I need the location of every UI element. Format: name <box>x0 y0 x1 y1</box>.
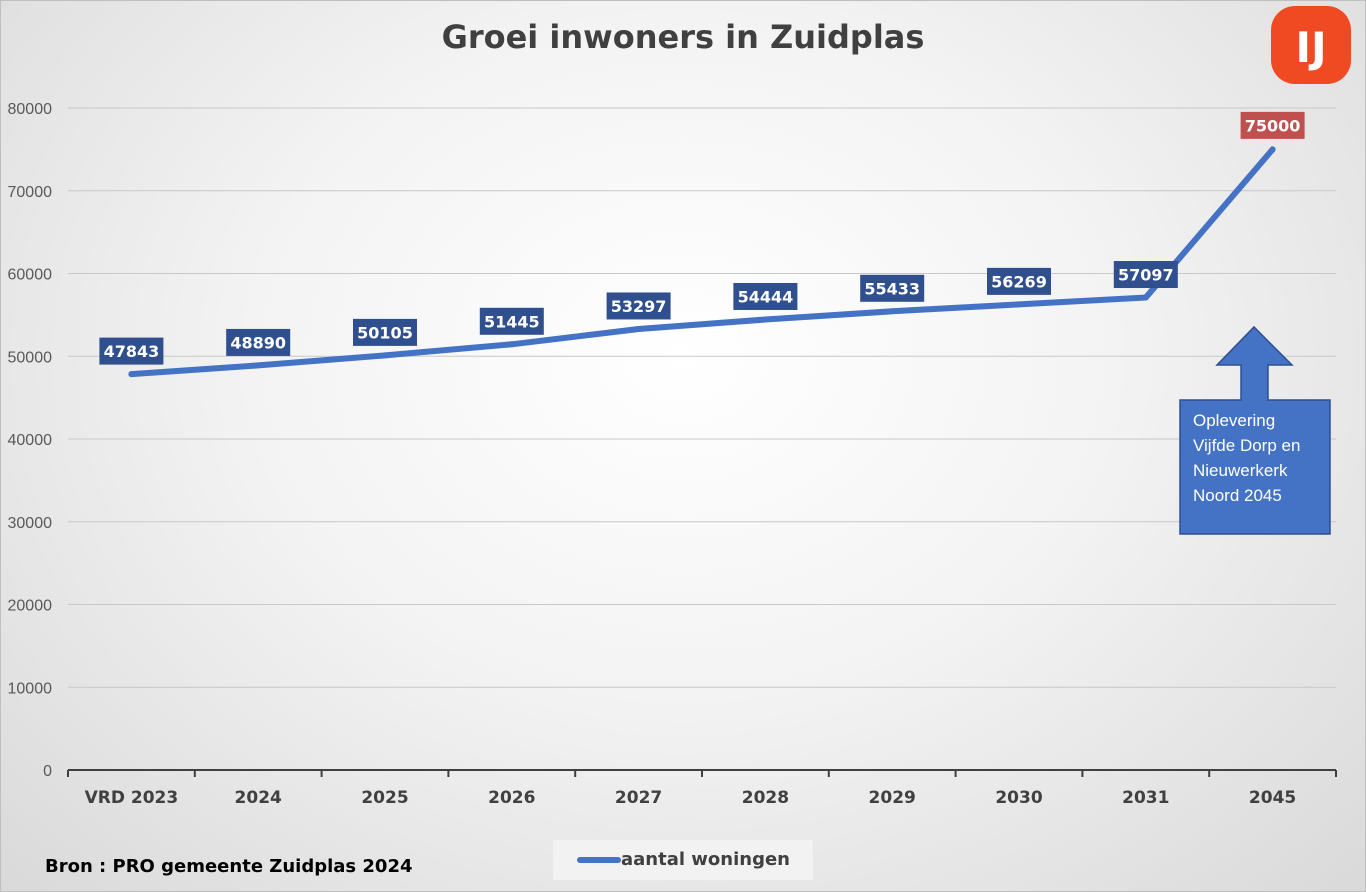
data-label-background <box>860 274 925 302</box>
data-point <box>1269 146 1276 153</box>
data-point <box>1016 301 1022 308</box>
data-label: 53297 <box>606 292 671 320</box>
brand-logo-icon: IJ <box>1271 6 1351 84</box>
x-tick-label: 2027 <box>615 788 662 808</box>
data-point <box>762 316 769 323</box>
axes: 0 10000 20000 30000 40000 50000 60000 70000 8000… <box>8 101 1337 808</box>
gridlines <box>68 107 1336 688</box>
data-label-background <box>733 282 798 310</box>
y-tick-label: 80000 <box>8 101 53 118</box>
data-label: 75000 <box>1240 111 1305 139</box>
data-label-text: 47843 <box>104 342 160 361</box>
data-labels: 47843 48890 50105 51445 53297 54444 55433 56269… <box>99 111 1305 365</box>
data-label-background <box>353 318 417 346</box>
series-line-group <box>128 146 1276 378</box>
y-tick-label: 60000 <box>8 267 53 284</box>
y-tick-label: 20000 <box>8 598 53 615</box>
y-tick-label: 50000 <box>8 349 53 366</box>
data-label: 47843 <box>99 337 164 365</box>
data-label-text: 53297 <box>611 297 667 316</box>
data-label-text: 48890 <box>230 333 286 352</box>
data-label-text: 56269 <box>991 272 1047 291</box>
annotation-line-3: Nieuwerkerk <box>1193 461 1288 480</box>
data-label-text: 75000 <box>1245 116 1301 135</box>
x-tick-label: 2026 <box>488 788 535 808</box>
y-tick-label: 10000 <box>8 680 53 697</box>
y-tick-label: 30000 <box>8 515 53 532</box>
y-tick-label: 70000 <box>8 184 53 201</box>
data-label-text: 51445 <box>484 312 540 331</box>
data-label-background <box>226 328 291 356</box>
data-label-text: 54444 <box>738 287 794 306</box>
data-label-background <box>606 292 671 320</box>
data-label-background <box>987 267 1051 295</box>
x-tick-label: 2031 <box>1122 788 1169 808</box>
x-tick-label: 2024 <box>235 788 282 808</box>
annotation-line-2: Vijfde Dorp en <box>1193 436 1300 455</box>
annotation-text: Oplevering Vijfde Dorp en Nieuwerkerk No… <box>1193 411 1305 505</box>
data-label-text: 50105 <box>357 323 413 342</box>
brand-logo-background <box>1271 6 1351 84</box>
x-tick-label: VRD 2023 <box>85 788 179 808</box>
brand-logo-text: IJ <box>1295 23 1326 72</box>
data-point <box>382 352 388 359</box>
data-label-background <box>99 337 164 365</box>
data-label: 54444 <box>733 282 798 310</box>
data-label-text: 57097 <box>1118 266 1174 285</box>
series-line <box>128 146 1276 378</box>
data-point <box>128 371 135 378</box>
data-label-background <box>1240 111 1305 139</box>
x-tick-label: 2025 <box>361 788 408 808</box>
source-note: Bron : PRO gemeente Zuidplas 2024 <box>45 856 413 877</box>
x-tick-label: 2029 <box>869 788 916 808</box>
data-label-text: 55433 <box>864 279 920 298</box>
annotation-callout: Oplevering Vijfde Dorp en Nieuwerkerk No… <box>1179 325 1331 535</box>
data-point <box>1142 294 1149 301</box>
data-label: 55433 <box>860 274 925 302</box>
y-tick-label: 40000 <box>8 432 53 449</box>
data-point <box>635 325 642 332</box>
data-label: 51445 <box>479 307 544 335</box>
annotation-line-4: Noord 2045 <box>1193 486 1282 505</box>
data-label: 56269 <box>987 267 1051 295</box>
y-tick-label: 0 <box>43 763 52 780</box>
legend: aantal woningen <box>553 840 813 880</box>
data-label: 57097 <box>1113 261 1178 289</box>
data-point <box>889 308 896 315</box>
x-tick-label: 2045 <box>1249 788 1296 808</box>
chart-title: Groei inwoners in Zuidplas <box>442 18 925 56</box>
data-label-background <box>479 307 544 335</box>
legend-label: aantal woningen <box>621 849 790 870</box>
annotation-line-1: Oplevering <box>1193 411 1275 430</box>
data-point <box>255 362 262 369</box>
data-label-background <box>1113 261 1178 289</box>
x-tick-label: 2030 <box>995 788 1042 808</box>
data-point <box>508 341 515 348</box>
data-label: 50105 <box>353 318 417 346</box>
data-label: 48890 <box>226 328 291 356</box>
x-tick-label: 2028 <box>742 788 789 808</box>
annotation-arrow-box <box>1179 325 1331 535</box>
